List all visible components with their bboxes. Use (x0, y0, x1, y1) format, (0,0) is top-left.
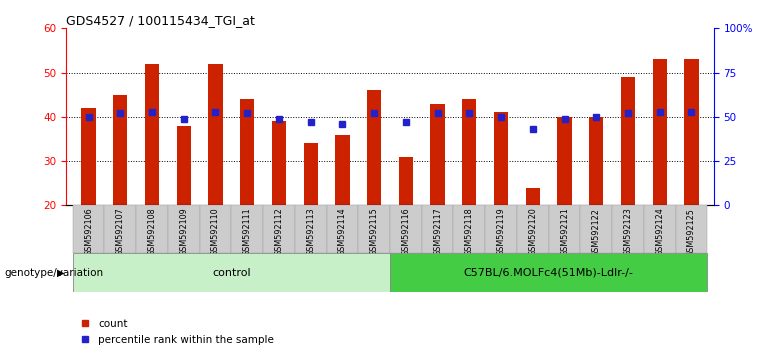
Text: GSM592106: GSM592106 (84, 208, 93, 256)
Text: GSM592109: GSM592109 (179, 208, 188, 256)
Bar (105, 205, 136, 253)
Text: ▶: ▶ (57, 268, 65, 278)
Text: control: control (212, 268, 250, 278)
Bar (136, 205, 168, 253)
Text: GSM592121: GSM592121 (560, 208, 569, 256)
Bar (684, 59, 699, 205)
Text: GSM592111: GSM592111 (243, 208, 252, 256)
Bar (176, 126, 191, 205)
Bar (232, 205, 263, 253)
Bar (675, 205, 707, 253)
Text: GSM592114: GSM592114 (338, 208, 347, 256)
Legend: count, percentile rank within the sample: count, percentile rank within the sample (76, 315, 278, 349)
Bar (558, 117, 572, 205)
Bar (367, 90, 381, 205)
Text: GSM592119: GSM592119 (497, 208, 505, 256)
Bar (168, 205, 200, 253)
Text: GSM592112: GSM592112 (275, 208, 283, 256)
Text: GDS4527 / 100115434_TGI_at: GDS4527 / 100115434_TGI_at (66, 14, 255, 27)
Bar (463, 99, 477, 205)
Bar (303, 143, 317, 205)
Text: GSM592124: GSM592124 (655, 208, 665, 256)
Bar (81, 108, 96, 205)
Bar (335, 135, 349, 205)
Bar (589, 117, 604, 205)
Text: GSM592122: GSM592122 (592, 208, 601, 257)
Text: GSM592108: GSM592108 (147, 208, 157, 256)
Bar (526, 188, 540, 205)
Bar (517, 205, 548, 253)
Text: GSM592117: GSM592117 (433, 208, 442, 256)
Bar (327, 205, 358, 253)
Text: GSM592107: GSM592107 (115, 208, 125, 256)
Bar (453, 205, 485, 253)
Bar (358, 205, 390, 253)
Bar (208, 64, 222, 205)
Text: GSM592123: GSM592123 (623, 208, 633, 256)
Bar (653, 59, 667, 205)
Bar (621, 77, 635, 205)
Bar (145, 64, 159, 205)
Bar (580, 205, 612, 253)
Bar (548, 205, 580, 253)
Bar (399, 156, 413, 205)
Bar (485, 205, 517, 253)
Text: GSM592118: GSM592118 (465, 208, 473, 256)
Bar (263, 205, 295, 253)
Bar (240, 99, 254, 205)
Bar (431, 104, 445, 205)
Text: GSM592120: GSM592120 (528, 208, 537, 256)
Bar (200, 205, 232, 253)
Text: GSM592125: GSM592125 (687, 208, 696, 257)
Text: genotype/variation: genotype/variation (4, 268, 103, 278)
Bar (295, 205, 327, 253)
Bar (644, 205, 675, 253)
Bar (73, 253, 390, 292)
Bar (271, 121, 286, 205)
Text: GSM592113: GSM592113 (307, 208, 315, 256)
Text: GSM592110: GSM592110 (211, 208, 220, 256)
Bar (390, 205, 422, 253)
Bar (494, 113, 509, 205)
Bar (113, 95, 127, 205)
Bar (612, 205, 644, 253)
Bar (422, 205, 453, 253)
Text: GSM592115: GSM592115 (370, 208, 378, 256)
Text: C57BL/6.MOLFc4(51Mb)-Ldlr-/-: C57BL/6.MOLFc4(51Mb)-Ldlr-/- (464, 268, 633, 278)
Bar (73, 205, 105, 253)
Text: GSM592116: GSM592116 (402, 208, 410, 256)
Bar (390, 253, 707, 292)
